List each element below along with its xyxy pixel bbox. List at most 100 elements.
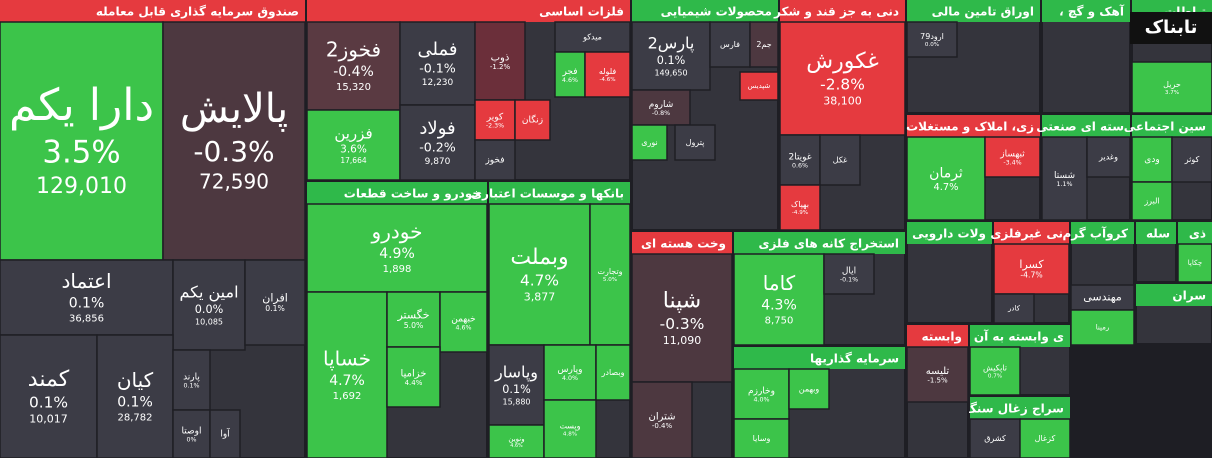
stock-name: آوا: [220, 428, 230, 440]
stock-value: 129,010: [36, 174, 127, 199]
stock-name: کویر: [486, 112, 504, 122]
stock-tile: [733, 253, 825, 346]
stock-name: وپارس: [558, 365, 583, 375]
sector-title: سته ای صنعتی: [1036, 120, 1124, 134]
stock-name: افران: [262, 292, 288, 305]
stock-name: البرز: [1143, 197, 1159, 206]
sector-header: [1132, 115, 1212, 137]
stock-tile: [306, 291, 388, 458]
sector-title: وابسته: [922, 330, 962, 345]
stock-tile: [823, 253, 875, 295]
stock-tile: [162, 21, 306, 261]
stock-tile: [474, 21, 526, 101]
stock-name: کمند: [28, 367, 70, 392]
sector-header: [632, 0, 778, 22]
stock-change: 4.8%: [563, 431, 577, 437]
stock-name: فملی: [418, 39, 458, 60]
stock-value: 1,692: [333, 391, 362, 402]
sector-header: [307, 0, 630, 22]
sector-header: [489, 182, 630, 204]
stock-name: فلوله: [599, 67, 617, 76]
stock-change: -0.1%: [419, 60, 456, 75]
stock-name: وخارزم: [748, 386, 775, 396]
stock-change: -4.7%: [1020, 271, 1042, 280]
stock-change: 4.4%: [405, 379, 423, 387]
sector-header: [970, 397, 1070, 419]
stock-value: 38,100: [823, 95, 862, 108]
stock-tile: [595, 344, 631, 401]
stock-tile: [631, 89, 691, 126]
stock-tile: [96, 334, 174, 458]
stock-change: -0.1%: [840, 276, 858, 283]
sector-header: [907, 222, 992, 244]
stock-change: 3.6%: [340, 144, 367, 156]
stock-value: 12,230: [422, 78, 454, 88]
stock-name: مهندسی: [1083, 291, 1122, 304]
stock-change: 4.7%: [329, 373, 365, 389]
stock-tile: [488, 203, 591, 346]
stock-tile: [386, 346, 441, 408]
stock-change: -4.6%: [599, 77, 615, 83]
stock-tile: [631, 21, 711, 91]
stock-tile: [306, 21, 401, 111]
stock-change: 4.6%: [562, 77, 578, 84]
stock-change: -0.4%: [333, 64, 374, 80]
stock-change: -2.3%: [486, 122, 504, 129]
stock-tile: [984, 136, 1041, 178]
stock-tile: [474, 139, 516, 181]
sector-header: [734, 232, 905, 254]
stock-change: -0.4%: [652, 422, 673, 430]
stock-value: 72,590: [199, 170, 269, 194]
stock-change: 4.9%: [379, 246, 415, 262]
stock-name: ودی: [1144, 155, 1159, 165]
stock-tile: [244, 259, 306, 346]
stock-name: جم2: [756, 40, 771, 49]
stock-name: کشرق: [984, 434, 1006, 443]
stock-change: 4.0%: [754, 396, 770, 403]
stock-change: 0.1%: [184, 382, 200, 389]
stock-name: پارند: [183, 372, 200, 382]
sector-title: سران: [1172, 289, 1206, 303]
sector-header: [0, 0, 305, 22]
stock-name: خزامیا: [401, 369, 427, 380]
stock-value: 10,017: [29, 413, 68, 426]
stock-change: 4.0%: [562, 375, 578, 382]
stock-change: 0.1%: [657, 54, 686, 67]
stock-change: 0.0%: [925, 42, 939, 48]
sector-title: ، آهک و گچ: [1059, 4, 1125, 20]
sector-title: زی، املاک و مستغلات: [906, 120, 1034, 135]
stock-change: 0.1%: [117, 395, 153, 411]
stock-tile: [306, 203, 488, 293]
stock-name: کزغال: [1035, 434, 1056, 443]
stock-tile: [1041, 136, 1088, 221]
stock-change: 0.6%: [792, 162, 808, 169]
stock-change: -4.9%: [792, 210, 808, 216]
logo-box: [1130, 12, 1212, 44]
stock-tile: [993, 293, 1035, 324]
stock-name: خساپا: [323, 347, 371, 372]
stock-value: 15,320: [336, 82, 371, 93]
sector-title: ی وابسته به آن: [974, 329, 1064, 345]
stock-name: خگستر: [396, 309, 429, 322]
stock-change: -0.8%: [652, 110, 670, 117]
stock-name: ارود79: [920, 32, 944, 41]
stock-change: -0.2%: [419, 139, 456, 154]
stock-change: 3.5%: [42, 135, 120, 171]
stock-change: 5.0%: [404, 321, 424, 330]
stock-name: وتجارت: [597, 267, 622, 276]
sector-header: [907, 0, 1040, 22]
stock-name: شپنا: [663, 289, 701, 314]
stock-tile: [488, 424, 545, 458]
stock-change: 4.7%: [520, 272, 559, 290]
stock-name: وپاسار: [494, 363, 538, 383]
sector-title: سله: [1146, 227, 1170, 241]
stock-tile: [631, 253, 733, 383]
stock-name: کسرا: [1019, 258, 1044, 271]
stock-tile: [749, 21, 779, 68]
stock-name: غویتا2: [788, 152, 811, 162]
stock-name: فخوز: [484, 156, 504, 166]
stock-name: غکورش: [806, 49, 879, 74]
stock-value: 3,877: [524, 291, 556, 304]
